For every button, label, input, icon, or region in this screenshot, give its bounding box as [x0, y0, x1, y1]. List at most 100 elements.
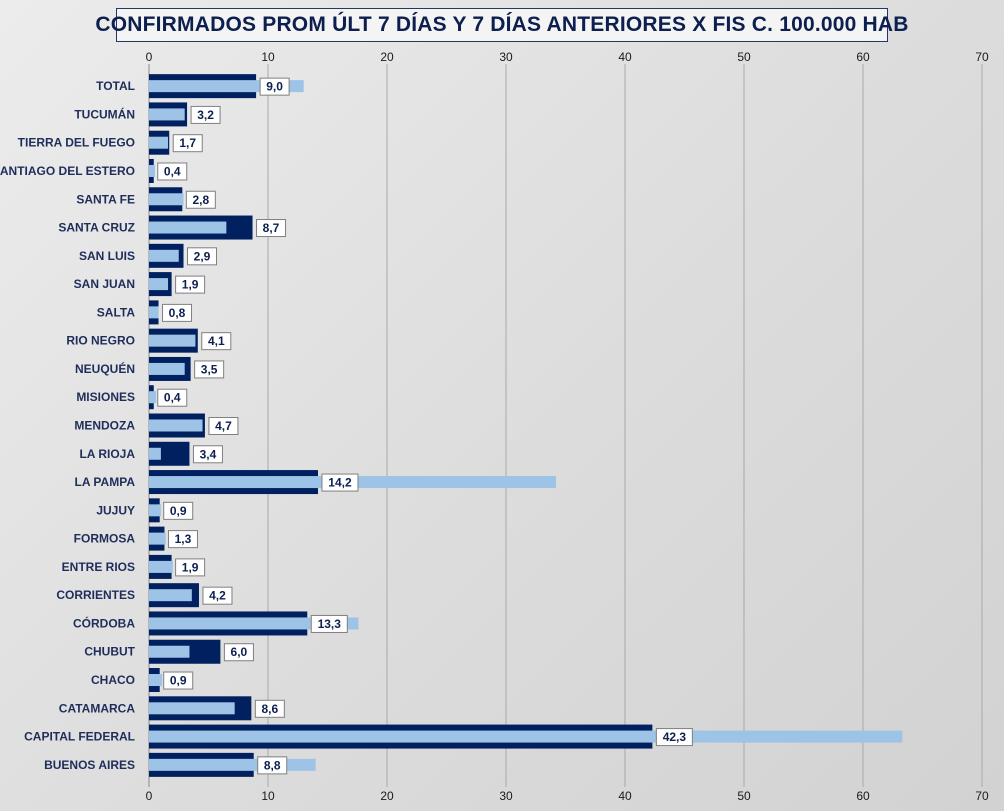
data-label: 3,5 — [201, 362, 218, 376]
bar-ultimos — [149, 447, 161, 460]
data-label: 4,2 — [209, 589, 226, 603]
data-label-box — [157, 388, 188, 407]
category-label: SAN LUIS — [79, 249, 135, 263]
bar-ultimos — [149, 334, 196, 347]
x-tick-label-bottom: 40 — [618, 789, 632, 803]
category-label: SANTIAGO DEL ESTERO — [0, 164, 135, 178]
bar-ultimos — [149, 419, 203, 432]
data-label-box — [256, 219, 287, 238]
x-tick-label-top: 70 — [975, 50, 989, 64]
bar-ultimos — [149, 589, 192, 602]
chart-title: CONFIRMADOS PROM ÚLT 7 DÍAS Y 7 DÍAS ANT… — [95, 8, 908, 42]
data-label-box — [321, 473, 359, 492]
x-tick-label-top: 50 — [737, 50, 751, 64]
category-label: CORRIENTES — [56, 588, 135, 602]
data-label: 14,2 — [328, 476, 352, 490]
data-label: 0,9 — [170, 674, 187, 688]
category-label: SALTA — [97, 305, 136, 319]
bar-ultimos — [149, 108, 185, 121]
bar-ultimos — [149, 249, 179, 262]
category-label: CHACO — [91, 673, 135, 687]
category-label: LA RIOJA — [79, 447, 135, 461]
category-label: FORMOSA — [74, 532, 136, 546]
category-label: MENDOZA — [74, 419, 135, 433]
bar-ultimos — [149, 504, 161, 517]
data-label: 8,8 — [264, 758, 281, 772]
bar-ultimos — [149, 617, 359, 630]
category-label: NEUQUÉN — [75, 361, 135, 376]
data-label-box — [163, 671, 194, 690]
data-label-box — [175, 558, 206, 577]
bar-ultimos — [149, 362, 185, 375]
category-label: CÓRDOBA — [73, 615, 135, 630]
data-label-box — [167, 530, 198, 549]
data-label-box — [201, 332, 232, 351]
data-label-box — [175, 275, 206, 294]
data-label-box — [202, 586, 233, 605]
x-tick-label-bottom: 10 — [261, 789, 275, 803]
category-label: TUCUMÁN — [74, 106, 135, 121]
x-tick-label-top: 30 — [499, 50, 513, 64]
data-label-box — [187, 247, 218, 266]
data-label: 1,9 — [182, 278, 199, 292]
data-label-box — [194, 360, 225, 379]
category-label: CATAMARCA — [59, 701, 136, 715]
chart-title-text: CONFIRMADOS PROM ÚLT 7 DÍAS Y 7 DÍAS ANT… — [95, 13, 909, 36]
data-label-box — [310, 614, 348, 633]
data-label: 6,0 — [231, 645, 248, 659]
x-tick-label-top: 40 — [618, 50, 632, 64]
data-label-box — [257, 756, 288, 775]
category-label: CHUBUT — [84, 645, 135, 659]
data-label: 1,3 — [175, 532, 192, 546]
category-label: SANTA CRUZ — [58, 221, 135, 235]
data-label-box — [259, 77, 290, 96]
data-label: 2,9 — [194, 249, 211, 263]
category-label: TIERRA DEL FUEGO — [18, 136, 135, 150]
bar-ultimos — [149, 730, 903, 743]
bar-ultimos — [149, 221, 227, 234]
data-label: 8,6 — [261, 702, 278, 716]
category-label: JUJUY — [96, 503, 135, 517]
data-label: 4,7 — [215, 419, 232, 433]
data-label-box — [172, 134, 203, 153]
x-tick-label-bottom: 0 — [146, 789, 153, 803]
category-label: CAPITAL FEDERAL — [24, 730, 135, 744]
data-label: 3,4 — [200, 447, 217, 461]
bar-ultimos — [149, 532, 166, 545]
data-label: 9,0 — [266, 80, 283, 94]
bar-ultimos — [149, 674, 163, 687]
data-label: 3,2 — [197, 108, 214, 122]
data-label: 0,8 — [169, 306, 186, 320]
x-tick-label-bottom: 60 — [856, 789, 870, 803]
data-label-box — [157, 162, 188, 181]
data-label: 42,3 — [663, 730, 687, 744]
x-tick-label-bottom: 70 — [975, 789, 989, 803]
data-label-box — [185, 190, 216, 209]
bar-ultimos — [149, 278, 169, 291]
data-label: 0,4 — [164, 164, 181, 178]
x-tick-label-top: 60 — [856, 50, 870, 64]
x-tick-label-top: 20 — [380, 50, 394, 64]
x-tick-label-top: 0 — [146, 50, 153, 64]
data-label: 1,7 — [179, 136, 196, 150]
category-label: BUENOS AIRES — [44, 758, 135, 772]
x-tick-label-bottom: 30 — [499, 789, 513, 803]
x-tick-label-top: 10 — [261, 50, 275, 64]
category-label: TOTAL — [96, 79, 135, 93]
data-label-box — [163, 501, 194, 520]
bar-ultimos — [149, 560, 173, 573]
data-label-box — [254, 699, 285, 718]
data-label: 4,1 — [208, 334, 225, 348]
data-label-box — [162, 303, 193, 322]
category-label: RIO NEGRO — [66, 334, 135, 348]
data-label: 0,4 — [164, 391, 181, 405]
data-label: 0,9 — [170, 504, 187, 518]
category-label: LA PAMPA — [75, 475, 136, 489]
data-label: 8,7 — [263, 221, 280, 235]
data-label-box — [190, 105, 221, 124]
category-label: SANTA FE — [76, 192, 135, 206]
data-label: 1,9 — [182, 560, 199, 574]
data-label-box — [223, 643, 254, 662]
